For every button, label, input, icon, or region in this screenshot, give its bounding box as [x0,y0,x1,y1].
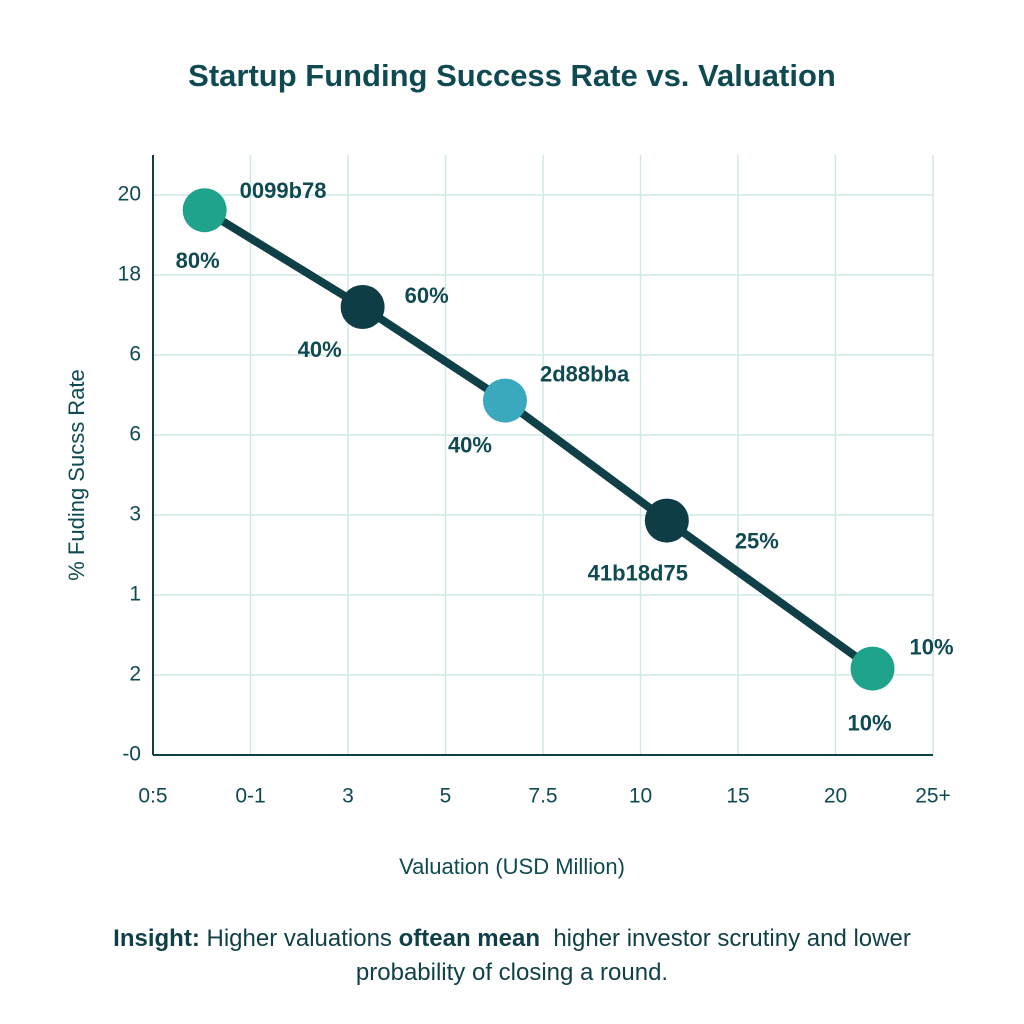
series-line [202,206,875,672]
insight-text: oftean mean [398,925,540,952]
x-tick-label: 20 [824,785,847,808]
y-tick-label: 6 [129,423,141,446]
insight-text: Higher valuations [199,925,399,952]
insight-text: higher investor scrutiny and lower proba… [355,925,918,986]
point-label: 10% [848,710,892,735]
x-tick-label: 7.5 [528,785,557,808]
point [182,188,227,233]
point-label: 0099b78 [240,178,327,203]
point-label: 60% [405,283,449,308]
y-tick-label: 20 [118,183,141,206]
point [340,285,385,329]
x-tick-label: 10 [629,785,652,808]
y-tick-label: -0 [122,743,141,766]
y-tick-label: 2 [129,663,141,686]
x-tick-label: 5 [440,785,452,808]
y-tick-label: 18 [118,263,141,286]
point [850,646,895,691]
point [482,378,527,423]
insight-text: Insight: [113,925,200,952]
point-label: 80% [176,248,220,273]
insight: Insight: Higher valuations oftean mean h… [100,922,924,990]
point-label: 41b18d75 [588,560,688,585]
y-tick-label: 1 [129,583,141,606]
x-tick-label: 0:5 [138,785,167,808]
chart-title: Startup Funding Success Rate vs. Valuati… [188,58,836,93]
point-label: 2d88bba [540,361,630,386]
x-tick-label: 15 [726,785,749,808]
y-axis-label: % Fuding Sucss Rate [64,369,89,581]
point-label: 40% [298,337,342,362]
x-tick-label: 25+ [915,785,951,808]
x-tick-label: 0-1 [235,785,265,808]
y-tick-label: 3 [129,503,141,526]
point-label: 10% [910,634,954,659]
point-label: 40% [448,432,492,457]
y-tick-label: 6 [129,343,141,366]
x-tick-label: 3 [342,785,354,808]
point-label: 25% [735,528,779,553]
x-axis-label: Valuation (USD Million) [399,854,625,879]
point [644,498,689,543]
